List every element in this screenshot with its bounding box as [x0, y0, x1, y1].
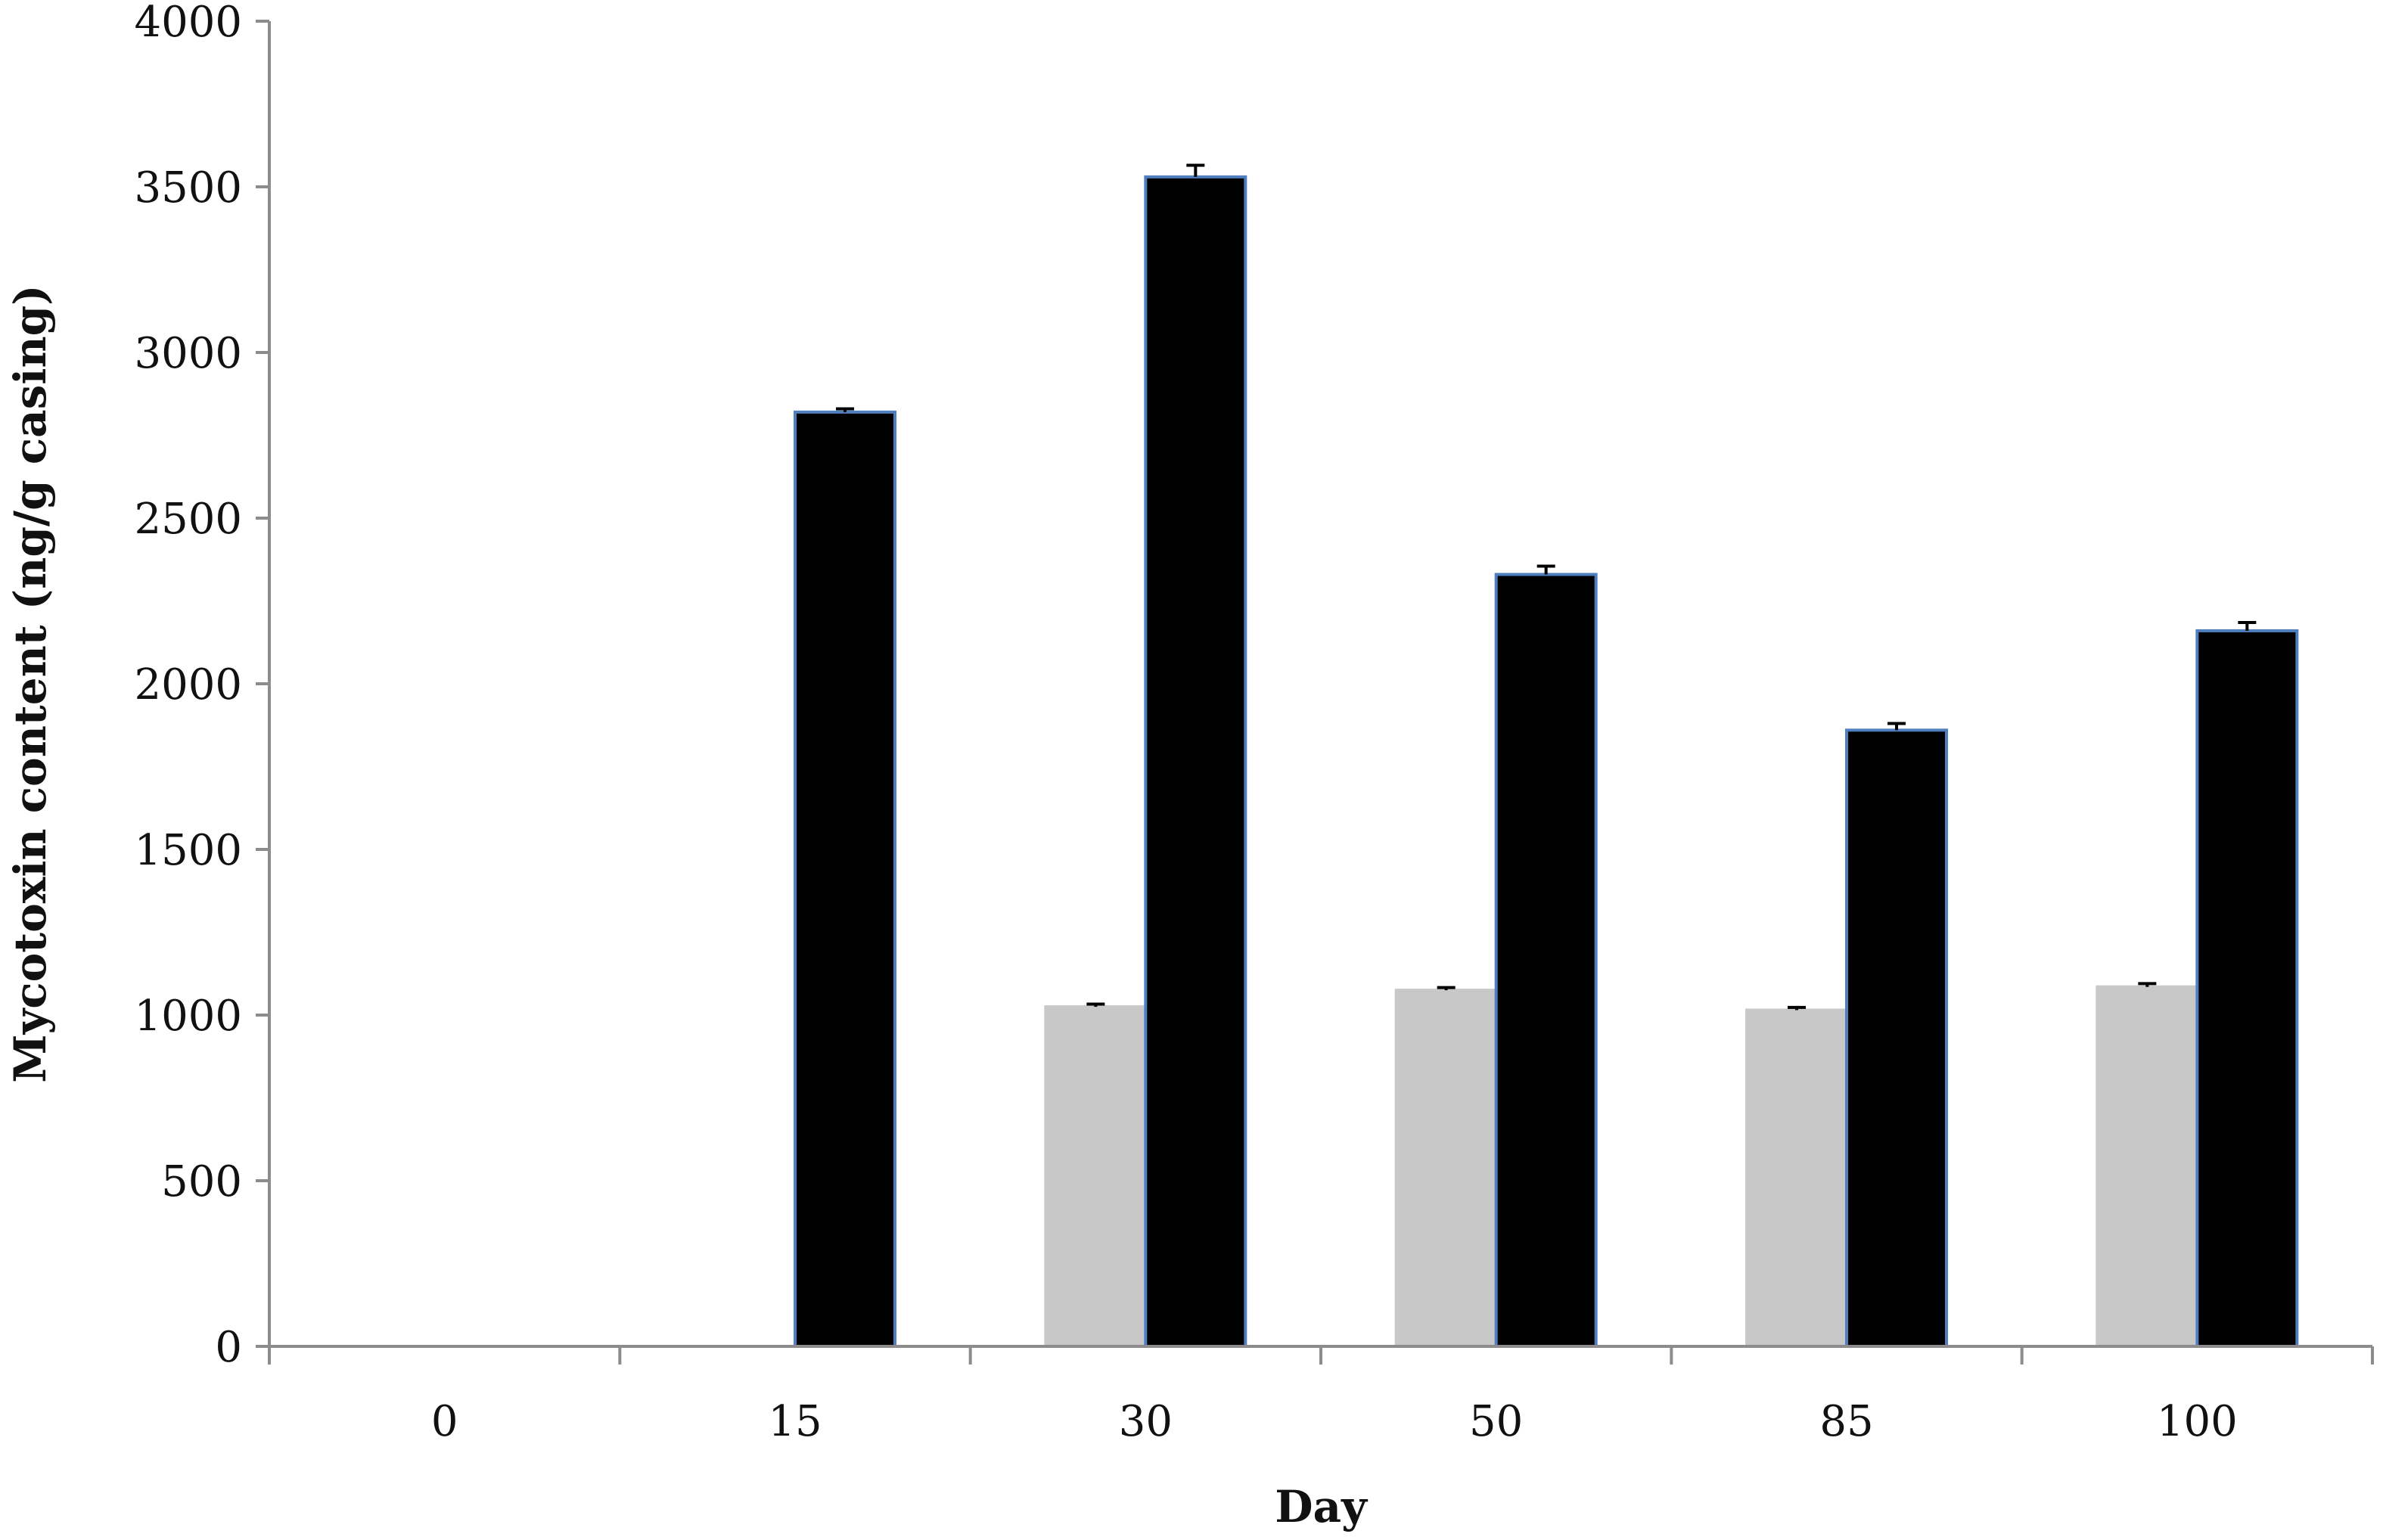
error-bar-series2-85: [1887, 722, 1906, 731]
y-tick-label-1: 500: [161, 1157, 242, 1206]
bar-series2-30: [1144, 175, 1247, 1349]
error-bar-series2-50: [1536, 564, 1555, 575]
y-tick-label-7: 3500: [134, 163, 242, 213]
y-tick-label-8: 4000: [134, 0, 242, 47]
y-tick-label-4: 2000: [134, 660, 242, 709]
bar-series1-30: [1044, 1005, 1148, 1349]
y-tick-label-0: 0: [215, 1323, 242, 1372]
x-tick-label-0: 0: [431, 1397, 458, 1446]
x-tick-label-3: 50: [1469, 1397, 1523, 1446]
y-ticks-layer: 0 500 1000 1500 2000 2500 3000 3500 4000: [134, 0, 269, 1372]
error-bar-series1-100: [2138, 982, 2157, 987]
bar-series1-50: [1394, 989, 1498, 1349]
x-axis-title: Day: [1275, 1481, 1369, 1532]
bar-series1-100: [2096, 985, 2199, 1349]
x-ticks-layer: 0 15 30 50 85 100: [268, 1346, 2374, 1446]
error-bar-series1-85: [1788, 1005, 1806, 1011]
y-tick-label-2: 1000: [134, 992, 242, 1041]
error-bar-series2-30: [1186, 163, 1205, 177]
bar-series1-85: [1745, 1008, 1848, 1349]
bar-series2-50: [1494, 573, 1598, 1348]
y-axis-title: Mycotoxin content (ng/g casing): [5, 284, 56, 1082]
x-tick-label-4: 85: [1819, 1397, 1873, 1446]
error-bar-series1-30: [1086, 1002, 1105, 1008]
bar-series2-15: [794, 410, 896, 1349]
y-tick-label-3: 1500: [134, 826, 242, 875]
x-tick-label-5: 100: [2157, 1397, 2238, 1446]
y-tick-label-5: 2500: [134, 495, 242, 544]
bar-series2-100: [2195, 629, 2299, 1348]
error-bar-series2-100: [2238, 620, 2257, 631]
x-tick-label-2: 30: [1119, 1397, 1173, 1446]
error-bars-layer: [836, 163, 2257, 1011]
error-bar-series2-15: [836, 407, 854, 412]
x-tick-label-1: 15: [768, 1397, 822, 1446]
bars-layer: [794, 175, 2299, 1349]
bar-series2-85: [1845, 728, 1948, 1348]
error-bar-series1-50: [1437, 986, 1456, 991]
y-tick-label-6: 3000: [134, 329, 242, 378]
